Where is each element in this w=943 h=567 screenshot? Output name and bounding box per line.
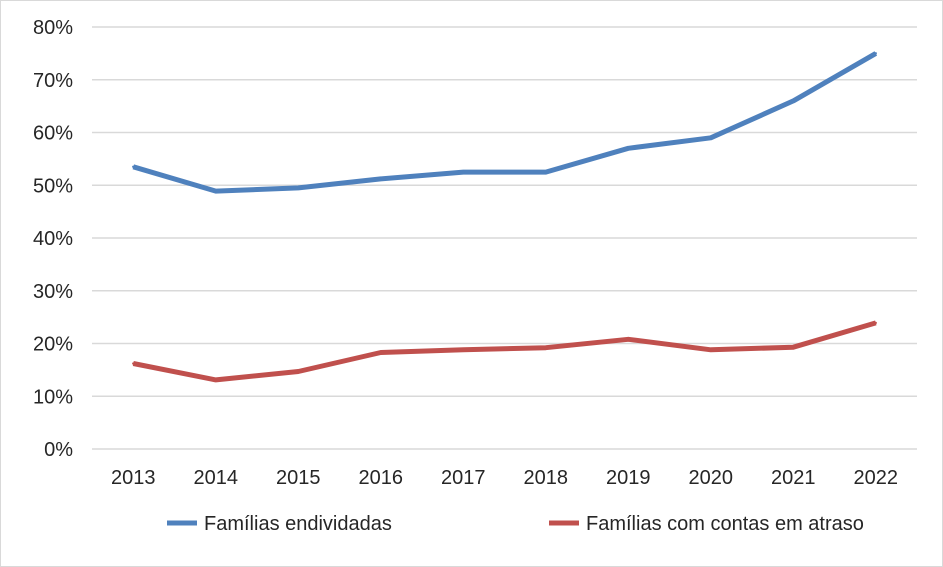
data-point: [132, 362, 135, 365]
data-point: [132, 165, 135, 168]
series-lines: [132, 51, 878, 383]
legend: Famílias endividadas Famílias com contas …: [167, 513, 864, 535]
y-tick-label: 50%: [33, 175, 73, 197]
data-point: [792, 345, 795, 349]
legend-label: Famílias com contas em atraso: [586, 513, 864, 535]
x-tick-label: 2016: [359, 467, 404, 489]
y-tick-label: 0%: [44, 439, 73, 461]
data-point: [792, 99, 795, 103]
data-point: [297, 370, 300, 373]
data-point: [709, 348, 712, 352]
y-tick-label: 70%: [33, 70, 73, 92]
x-tick-label: 2021: [771, 467, 816, 489]
gridlines: [92, 26, 917, 450]
x-tick-label: 2020: [689, 467, 734, 489]
x-tick-label: 2015: [276, 467, 321, 489]
data-point: [544, 346, 547, 349]
data-point: [214, 189, 217, 193]
y-tick-label: 60%: [33, 123, 73, 145]
data-point: [874, 52, 877, 55]
data-point: [544, 170, 547, 174]
data-point: [379, 351, 382, 354]
data-point: [462, 170, 465, 174]
x-tick-label: 2017: [441, 467, 486, 489]
x-tick-label: 2014: [194, 467, 239, 489]
data-point: [462, 348, 465, 352]
x-axis-ticks: 2013 2014 2015 2016 2017 2018 2019 2020 2021 2022: [111, 467, 898, 489]
x-tick-label: 2022: [854, 467, 899, 489]
y-tick-label: 20%: [33, 334, 73, 356]
y-axis-ticks: 0% 10% 20% 30% 40% 50% 60% 70% 80%: [33, 17, 73, 461]
y-tick-label: 40%: [33, 228, 73, 250]
data-point: [709, 136, 712, 139]
series-line-1: [132, 320, 877, 383]
data-point: [379, 177, 382, 181]
data-point: [214, 378, 217, 382]
data-point: [627, 338, 630, 341]
y-tick-label: 10%: [33, 386, 73, 408]
data-point: [627, 147, 630, 150]
x-tick-label: 2013: [111, 467, 156, 489]
y-tick-label: 30%: [33, 281, 73, 303]
data-point: [297, 186, 300, 190]
x-tick-label: 2018: [524, 467, 569, 489]
data-point: [874, 321, 877, 325]
series-line-0: [132, 51, 878, 194]
legend-label: Famílias endividadas: [204, 513, 392, 535]
y-tick-label: 80%: [33, 17, 73, 39]
x-tick-label: 2019: [606, 467, 651, 489]
